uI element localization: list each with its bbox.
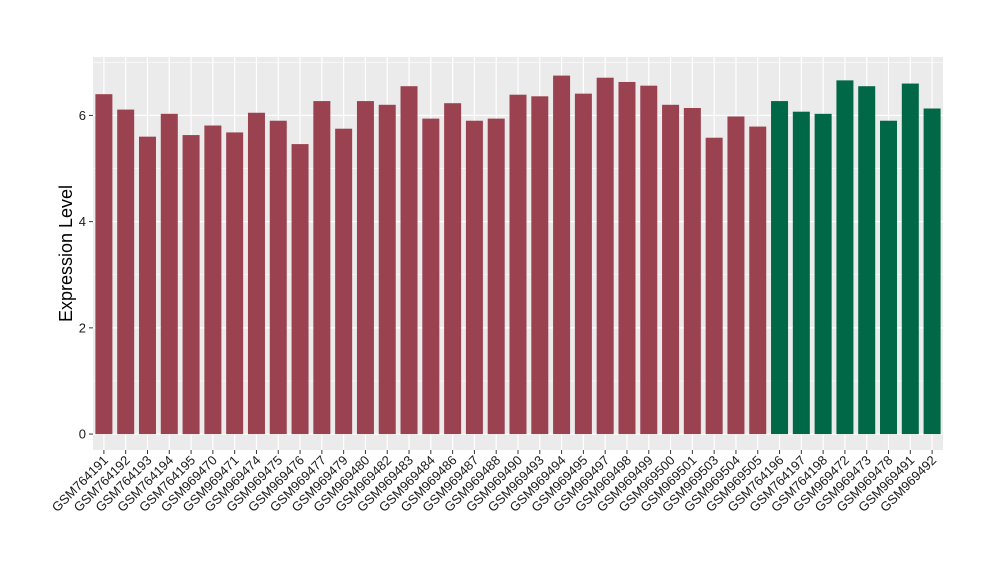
x-axis: GSM764191GSM764192GSM764193GSM764194GSM7… [49, 450, 939, 515]
bar-GSM969479 [335, 128, 353, 435]
bar-GSM764192 [117, 109, 135, 435]
bar-GSM969495 [574, 93, 592, 435]
bar-GSM969471 [226, 132, 244, 435]
bar-GSM969500 [662, 104, 680, 435]
bar-GSM969473 [858, 86, 876, 435]
bar-GSM969491 [901, 83, 919, 435]
bar-GSM969497 [596, 77, 614, 435]
bar-GSM969504 [727, 116, 745, 435]
bar-GSM969494 [553, 75, 571, 435]
bar-GSM764193 [138, 136, 156, 435]
bar-GSM764197 [792, 111, 810, 435]
bar-GSM969477 [313, 101, 331, 435]
bar-GSM969487 [465, 120, 483, 435]
bar-GSM969486 [444, 103, 462, 435]
bar-GSM969492 [923, 108, 941, 435]
bar-GSM764196 [771, 101, 789, 435]
bar-GSM969474 [247, 112, 265, 435]
bar-GSM969490 [509, 94, 527, 435]
bar-GSM764191 [95, 94, 113, 435]
y-tick-label: 2 [79, 320, 86, 335]
bar-GSM764194 [160, 113, 178, 435]
y-axis-title: Expression Level [56, 185, 76, 322]
bar-GSM969488 [487, 118, 505, 435]
bar-GSM969478 [880, 120, 898, 435]
bar-GSM969482 [378, 104, 396, 435]
bar-GSM764195 [182, 135, 200, 435]
bar-GSM969484 [422, 118, 440, 435]
y-tick-label: 6 [79, 108, 86, 123]
bar-GSM969472 [836, 80, 854, 435]
bar-GSM969501 [683, 107, 701, 435]
y-axis: 0 2 4 6 [79, 108, 93, 442]
y-tick-label: 4 [79, 214, 86, 229]
bar-GSM969483 [400, 86, 418, 435]
bar-GSM969475 [269, 120, 287, 435]
bar-GSM969480 [356, 101, 374, 435]
bar-GSM764198 [814, 113, 832, 435]
bars [95, 75, 941, 435]
y-tick-label: 0 [79, 427, 86, 442]
bar-GSM969498 [618, 81, 636, 435]
bar-GSM969470 [204, 125, 222, 435]
bar-GSM969503 [705, 137, 723, 435]
bar-GSM969499 [640, 85, 658, 435]
bar-GSM969505 [749, 126, 767, 435]
bar-GSM969493 [531, 96, 549, 435]
bar-GSM969476 [291, 144, 309, 435]
